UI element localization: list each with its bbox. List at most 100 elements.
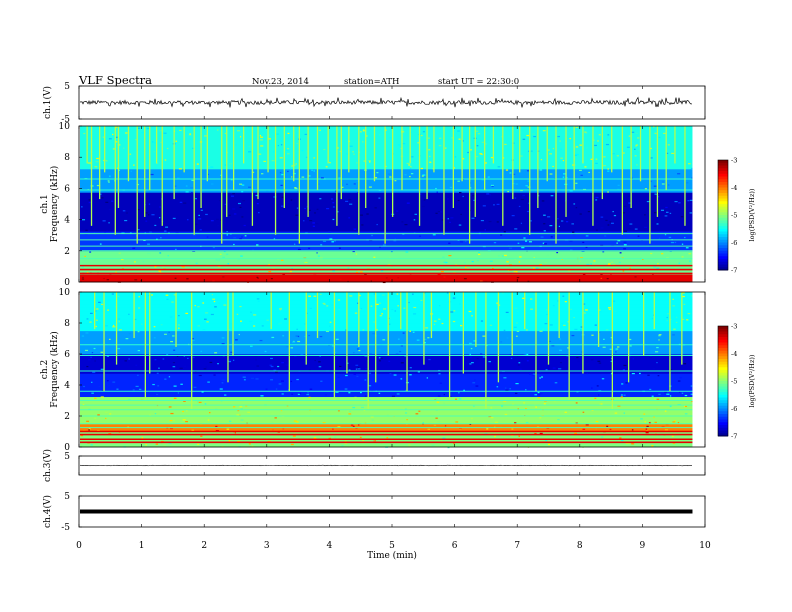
ch2-spectrogram-speckle	[94, 397, 97, 399]
ch2-spectrogram-speckle	[471, 315, 473, 317]
ch1-spectrogram-speckle	[158, 270, 162, 272]
ch2-spectrogram-speckle	[357, 366, 360, 369]
ch2-spectrogram-speckle	[388, 360, 391, 362]
ch2-spectrogram-speckle	[108, 433, 112, 435]
colorbar-swatch	[718, 250, 728, 254]
ch2-spectrogram-speckle	[322, 422, 326, 424]
colorbar-swatch	[718, 179, 728, 183]
ch2-spectrogram-speckle	[170, 412, 174, 415]
ch2-spectrogram-speckle	[678, 391, 681, 393]
ch1-spectrogram-band	[80, 196, 693, 201]
ch2-spectrogram-ytick: 10	[59, 288, 71, 298]
ch1-spectrogram-speckle	[462, 140, 464, 142]
ch1-spectrogram-speckle	[240, 255, 243, 257]
ch2-spectrogram-speckle	[90, 356, 92, 358]
ch2-spectrogram-speckle	[684, 413, 688, 415]
ch2-spectrogram-speckle	[615, 351, 617, 353]
ch2-spectrogram-speckle	[436, 401, 440, 403]
ch2-spectrogram-speckle	[415, 413, 419, 415]
ch1-spectrogram-speckle	[565, 221, 569, 223]
ch1-spectrogram-speckle	[319, 129, 321, 131]
ch1-spectrogram-speckle	[380, 270, 384, 272]
ch2-spectrogram-speckle	[412, 293, 414, 295]
ch2-spectrogram-speckle	[267, 440, 271, 443]
ch1-spectrogram-speckle	[473, 199, 476, 201]
ch2-spectrogram-speckle	[357, 368, 361, 370]
ch2-spectrogram-speckle	[413, 313, 417, 315]
ch1-spectrogram-speckle	[328, 193, 332, 195]
ch1-spectrogram-speckle	[607, 263, 611, 265]
ch1-spectrogram-speckle	[552, 147, 555, 150]
ch2-spectrogram-speckle	[359, 436, 362, 438]
ch1-spectrogram-speckle	[649, 180, 653, 183]
ch2-spectrogram-speckle	[100, 368, 104, 370]
ch1-spectrogram-speckle	[669, 212, 672, 215]
ch2-spectrogram-band	[80, 303, 693, 308]
ch2-spectrogram-speckle	[489, 324, 493, 326]
ch1-spectrogram-speckle	[304, 261, 308, 264]
ch2-spectrogram-speckle	[511, 428, 514, 430]
ch2-spectrogram-speckle	[567, 347, 570, 349]
ch1-spectrogram-speckle	[623, 205, 627, 207]
ch2-spectrogram-speckle	[345, 374, 348, 377]
ch1-spectrogram-speckle	[420, 167, 424, 170]
ch1-spectrogram-speckle	[280, 184, 283, 186]
ch1-spectrogram-speckle	[607, 191, 609, 193]
ch2-spectrogram-speckle	[625, 442, 628, 444]
ch2-spectrogram-speckle	[629, 345, 632, 347]
ch2-spectrogram-speckle	[648, 408, 651, 410]
ch1-spectrogram-speckle	[106, 160, 108, 162]
ch1-spectrogram-speckle	[617, 184, 620, 186]
ch1-spectrogram-speckle	[212, 246, 215, 249]
colorbar-tick: -4	[731, 184, 737, 192]
ch2-spectrogram-speckle	[559, 338, 561, 340]
ch2-spectrogram-speckle	[368, 399, 371, 401]
colorbar-swatch	[718, 209, 728, 213]
ch2-spectrogram-speckle	[682, 295, 685, 298]
ch1-spectrogram-speckle	[419, 235, 421, 237]
ch1-spectrogram-speckle	[527, 186, 531, 188]
ch1-spectrogram-speckle	[330, 198, 334, 200]
ch2-spectrogram-speckle	[582, 411, 585, 413]
ch1-spectrogram-speckle	[449, 221, 451, 224]
ch2-spectrogram-speckle	[664, 391, 667, 393]
ch2-spectrogram-speckle	[672, 305, 676, 307]
ch1-spectrogram-speckle	[332, 218, 335, 221]
ch2-spectrogram-speckle	[207, 381, 210, 383]
ch1-spectrogram-speckle	[159, 252, 162, 254]
ch1-spectrogram-band	[80, 262, 693, 267]
ch2-spectrogram-speckle	[191, 339, 195, 342]
ch2-spectrogram-speckle	[408, 444, 411, 446]
ch2-spectrogram-speckle	[157, 385, 160, 387]
ch2-spectrogram-speckle	[431, 444, 435, 446]
ch2-spectrogram-speckle	[247, 411, 251, 413]
ch2-spectrogram-speckle	[575, 422, 578, 424]
ch1-spectrogram-speckle	[492, 268, 494, 270]
ch2-spectrogram-speckle	[184, 365, 186, 367]
ch2-spectrogram-speckle	[292, 341, 296, 343]
ch2-spectrogram-speckle	[200, 350, 203, 352]
ch1-spectrogram-speckle	[151, 214, 155, 216]
ch1-spectrogram-ytick: 0	[64, 278, 70, 288]
ch1-spectrogram-speckle	[490, 156, 494, 159]
ch2-spectrogram-speckle	[440, 440, 443, 442]
ch2-spectrogram-speckle	[674, 420, 676, 422]
ch1-spectrogram-speckle	[260, 136, 263, 138]
ch1-spectrogram-speckle	[360, 214, 364, 216]
ch2-spectrogram-speckle	[500, 341, 503, 343]
ch2-spectrogram-speckle	[137, 349, 140, 352]
ch2-spectrogram-speckle	[87, 359, 91, 361]
ch1-spectrogram-speckle	[579, 144, 583, 146]
ch1-spectrogram-speckle	[513, 270, 517, 273]
ch1-spectrogram-speckle	[217, 224, 219, 227]
ch1-spectrogram-speckle	[511, 215, 515, 217]
ch2-spectrogram-speckle	[206, 321, 209, 323]
ch2-spectrogram-speckle	[622, 369, 626, 371]
ch1-spectrogram-speckle	[355, 253, 358, 255]
ch3-waveform-ylabel: ch.3(V)	[42, 449, 53, 482]
ch1-spectrogram-speckle	[134, 139, 138, 141]
ch1-spectrogram-speckle	[469, 209, 472, 212]
ch2-spectrogram-speckle	[427, 337, 430, 339]
ch1-spectrogram-speckle	[428, 149, 431, 151]
ch1-spectrogram-speckle	[572, 164, 574, 166]
